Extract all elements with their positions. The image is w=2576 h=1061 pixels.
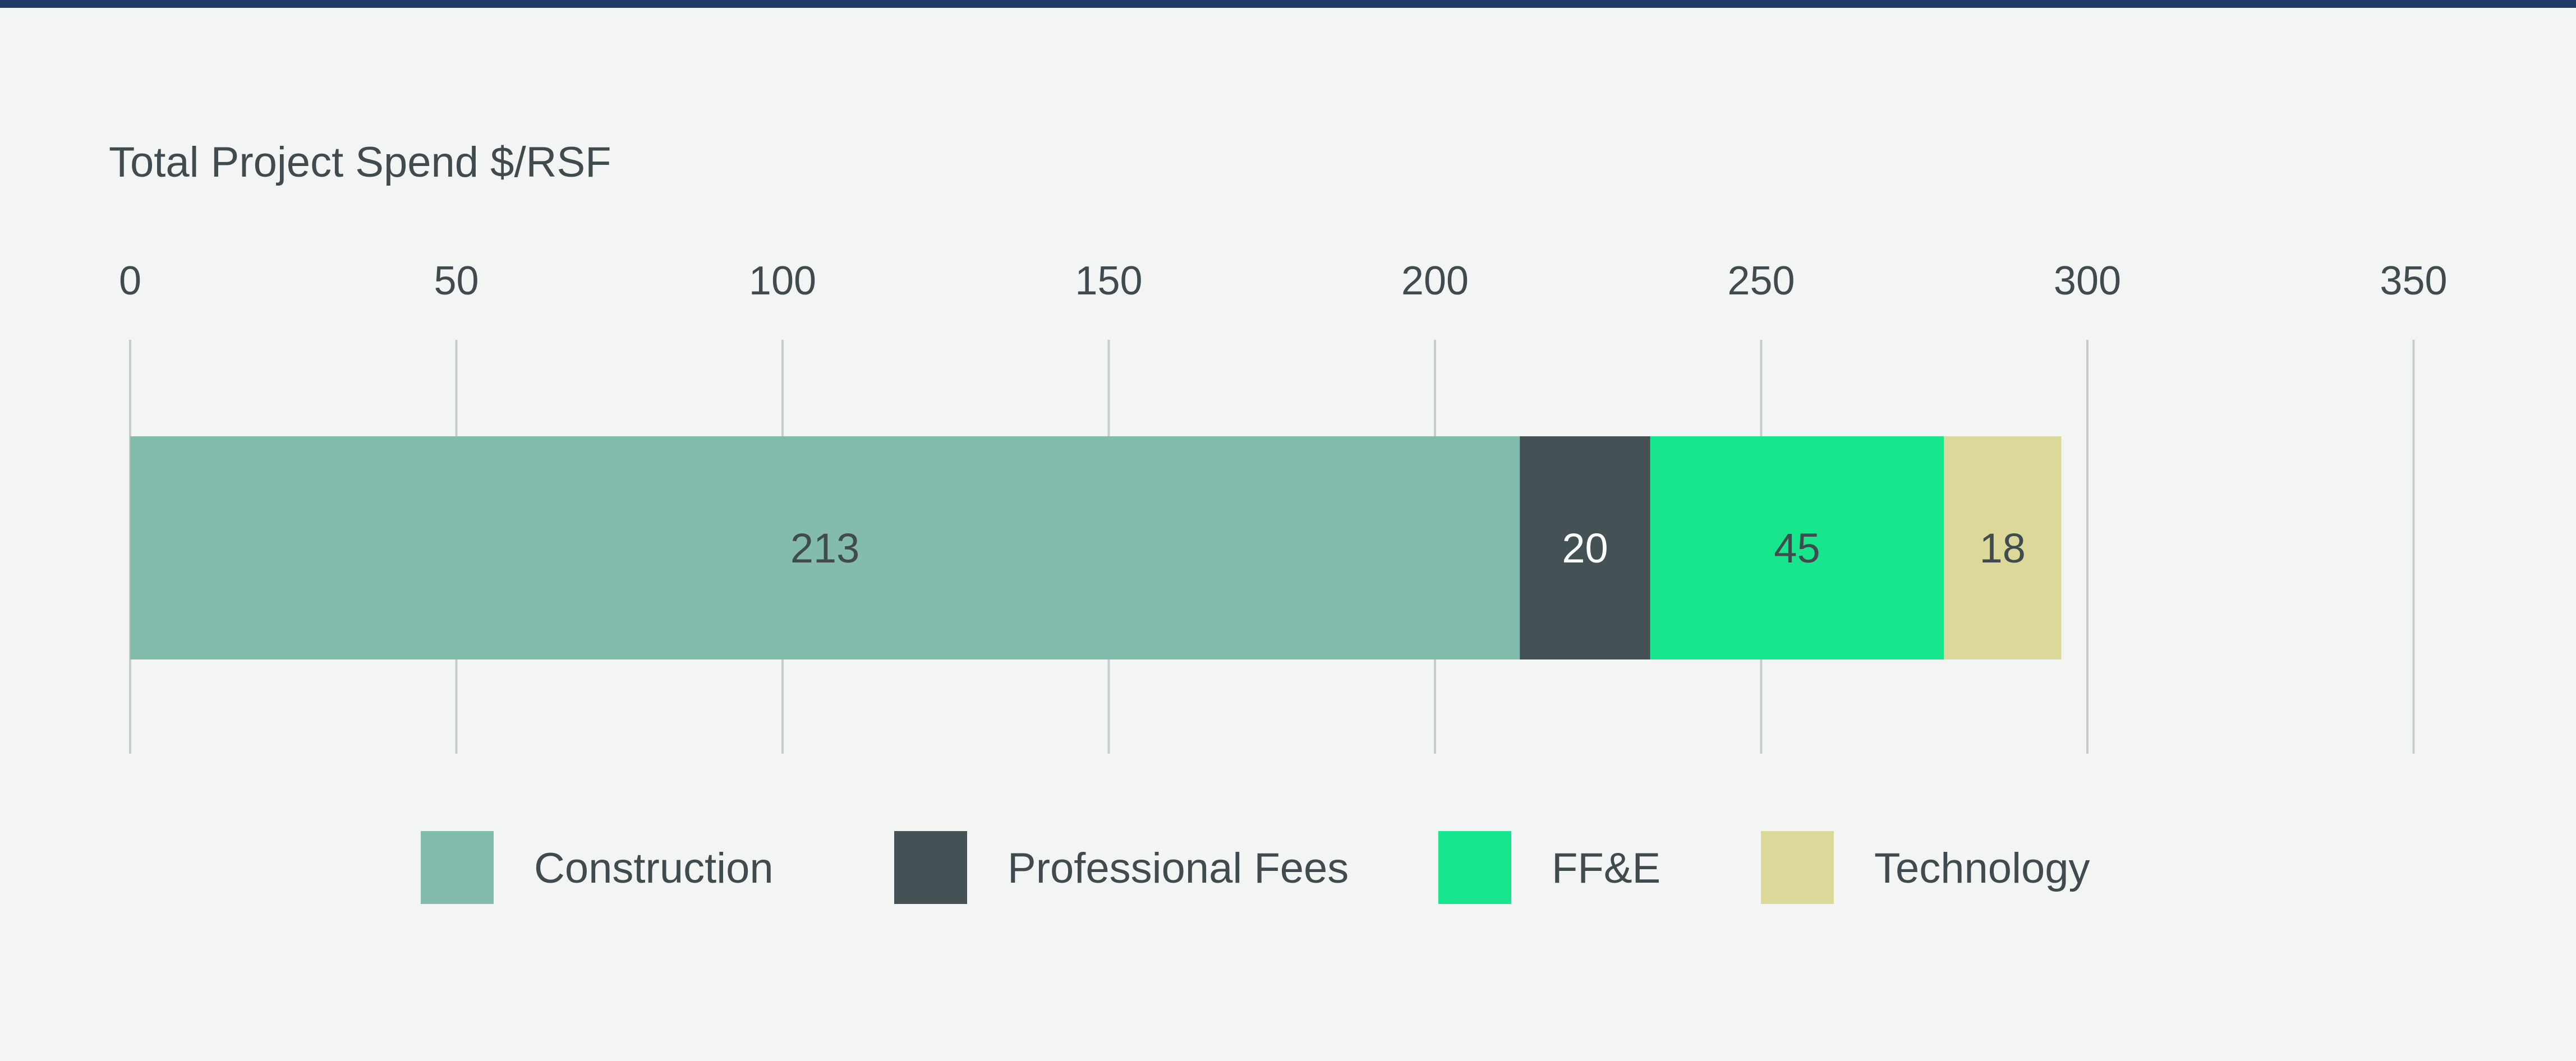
legend-label: Technology bbox=[1874, 845, 2090, 892]
data-label: 20 bbox=[1562, 525, 1608, 571]
x-tick-label: 200 bbox=[1401, 259, 1469, 303]
x-tick-label: 250 bbox=[1727, 259, 1795, 303]
x-tick-label: 300 bbox=[2054, 259, 2121, 303]
bar-segment bbox=[1650, 436, 1944, 659]
legend-label: Professional Fees bbox=[1008, 845, 1349, 892]
x-tick-label: 50 bbox=[434, 259, 479, 303]
data-label: 45 bbox=[1774, 525, 1820, 571]
x-tick-label: 0 bbox=[119, 259, 141, 303]
legend-swatch bbox=[894, 831, 967, 904]
legend: Construction Professional Fees FF&E Technol… bbox=[421, 831, 2090, 904]
bar-segment bbox=[1520, 436, 1650, 659]
legend-swatch bbox=[1761, 831, 1834, 904]
top-rule bbox=[0, 0, 2576, 8]
bar-segments bbox=[130, 436, 2062, 659]
x-tick-label: 350 bbox=[2380, 259, 2447, 303]
data-labels: 213 20 45 18 bbox=[790, 525, 2026, 571]
legend-swatch bbox=[1438, 831, 1511, 904]
data-label: 213 bbox=[790, 525, 859, 571]
legend-label: FF&E bbox=[1552, 845, 1660, 892]
x-tick-label: 100 bbox=[749, 259, 816, 303]
x-tick-label: 150 bbox=[1075, 259, 1142, 303]
data-label: 18 bbox=[1980, 525, 2026, 571]
bar-segment bbox=[1944, 436, 2062, 659]
x-axis-tick-labels: 0 50 100 150 200 250 300 350 bbox=[119, 259, 2448, 303]
bar-segment bbox=[130, 436, 1520, 659]
chart-title: Total Project Spend $/RSF bbox=[109, 139, 611, 186]
legend-label: Construction bbox=[534, 845, 774, 892]
legend-swatch bbox=[421, 831, 494, 904]
